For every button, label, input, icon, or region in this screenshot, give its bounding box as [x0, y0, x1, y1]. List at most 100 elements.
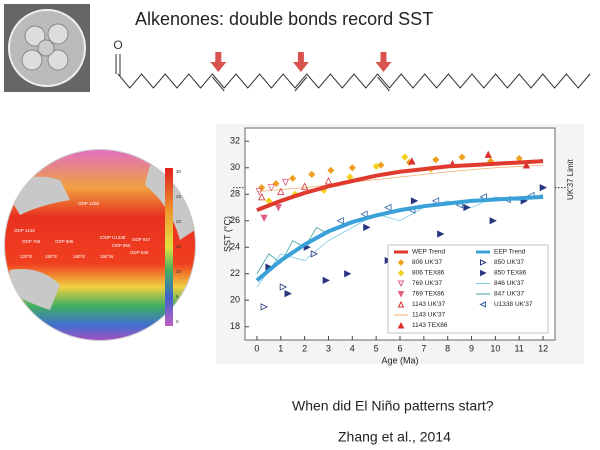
y-tick-label: 32 — [230, 136, 240, 146]
legend-label: 850 TEX86 — [494, 270, 527, 277]
legend-swatch — [397, 280, 405, 288]
data-point — [401, 153, 409, 161]
colorbar — [165, 168, 173, 326]
legend-swatch — [479, 301, 486, 308]
legend-label: 806 TEX86 — [412, 270, 445, 277]
data-point — [363, 223, 371, 232]
map-label: ODP 846 — [130, 250, 149, 255]
map-label: 150°W — [100, 254, 114, 259]
map-label: ODP 1143 — [14, 228, 35, 233]
x-axis-label: Age (Ma) — [381, 355, 418, 365]
double-bond — [377, 76, 390, 92]
data-point — [279, 283, 288, 291]
legend-label: 850 UK′37 — [494, 259, 525, 266]
data-point — [281, 178, 290, 187]
data-point — [372, 162, 380, 170]
data-point — [274, 204, 283, 212]
map-label: ODP 847 — [132, 237, 151, 242]
question: When did El Niño patterns start? — [292, 398, 494, 414]
data-point — [432, 156, 440, 164]
data-point — [360, 210, 368, 218]
data-point — [310, 250, 319, 258]
data-point — [489, 217, 497, 225]
y-tick-label: 24 — [230, 242, 240, 252]
data-point — [408, 157, 416, 165]
map-label: ODP 806 — [55, 239, 74, 244]
y-tick-label: 30 — [230, 162, 240, 172]
legend-label: 846 UK′37 — [494, 280, 525, 287]
legend-label: 769 UK′37 — [412, 280, 443, 287]
legend-box — [387, 244, 549, 334]
data-point — [255, 188, 263, 196]
data-point — [322, 276, 330, 285]
data-point — [539, 183, 547, 192]
colorbar-tick-label: 25 — [176, 194, 182, 199]
colorbar-tick-label: 10 — [176, 269, 182, 274]
y-tick-label: 18 — [230, 321, 240, 331]
x-tick-label: 5 — [374, 343, 379, 353]
arrow — [210, 52, 227, 72]
double-bond — [294, 76, 308, 92]
legend-swatch — [397, 321, 405, 329]
carbon-chain — [117, 73, 591, 89]
data-point — [336, 217, 344, 225]
colorbar-tick-label: 15 — [176, 244, 182, 249]
oxygen-atom: O — [113, 38, 122, 52]
map-label: 150°E — [45, 254, 57, 259]
arrow — [375, 52, 392, 72]
slide-title: Alkenones: double bonds record SST — [135, 9, 433, 29]
legend-label: U1338 UK′37 — [494, 301, 533, 308]
x-tick-label: 12 — [538, 343, 548, 353]
data-line — [256, 226, 329, 274]
colorbar-tick-label: 5 — [176, 294, 179, 299]
legend-label: 1143 TEX86 — [412, 322, 448, 329]
x-tick-label: 2 — [302, 343, 307, 353]
data-point — [267, 184, 275, 192]
legend-label: EEP Trend — [494, 249, 526, 256]
colorbar-tick-label: 30 — [176, 169, 182, 174]
data-point — [277, 187, 285, 195]
y-tick-label: 28 — [230, 189, 240, 199]
map-label: 180°E — [73, 254, 85, 259]
y-tick-label: 22 — [230, 268, 240, 278]
data-point — [284, 289, 292, 298]
x-tick-label: 3 — [326, 343, 331, 353]
map-label: 120°E — [20, 254, 32, 259]
data-point — [458, 153, 466, 161]
x-tick-label: 8 — [445, 343, 450, 353]
x-tick-label: 11 — [515, 343, 524, 353]
x-tick-label: 6 — [397, 343, 402, 353]
map-label: ODP 850 — [112, 243, 131, 248]
data-point — [260, 303, 268, 311]
data-point — [260, 214, 268, 222]
legend-swatch — [397, 300, 405, 308]
arrow — [292, 52, 309, 72]
trend-line — [255, 194, 544, 282]
legend-swatch — [397, 291, 405, 298]
y-tick-label: 20 — [230, 295, 240, 305]
map-label: IODP U1338 — [100, 235, 126, 240]
data-point — [258, 193, 266, 201]
colorbar-tick-label: 20 — [176, 219, 182, 224]
map-label: ODP 769 — [22, 239, 41, 244]
data-point — [437, 230, 445, 238]
legend-swatch — [480, 259, 487, 266]
x-tick-label: 7 — [421, 343, 426, 353]
data-point — [431, 197, 440, 205]
data-point — [289, 174, 297, 182]
colorbar-tick-label: 0 — [176, 319, 179, 324]
legend-label: 1143 UK′37 — [412, 301, 446, 308]
double-bond — [212, 76, 225, 92]
x-tick-label: 4 — [350, 343, 355, 353]
legend-label: 769 TEX86 — [412, 291, 445, 298]
y-axis-label: SST (°C) — [222, 216, 232, 252]
legend-label: WEP Trend — [412, 249, 446, 256]
x-tick-label: 1 — [278, 343, 283, 353]
legend-swatch — [397, 259, 405, 266]
data-point — [344, 270, 352, 278]
legend-swatch — [397, 269, 405, 277]
data-point — [324, 177, 333, 185]
data-point — [272, 180, 280, 188]
